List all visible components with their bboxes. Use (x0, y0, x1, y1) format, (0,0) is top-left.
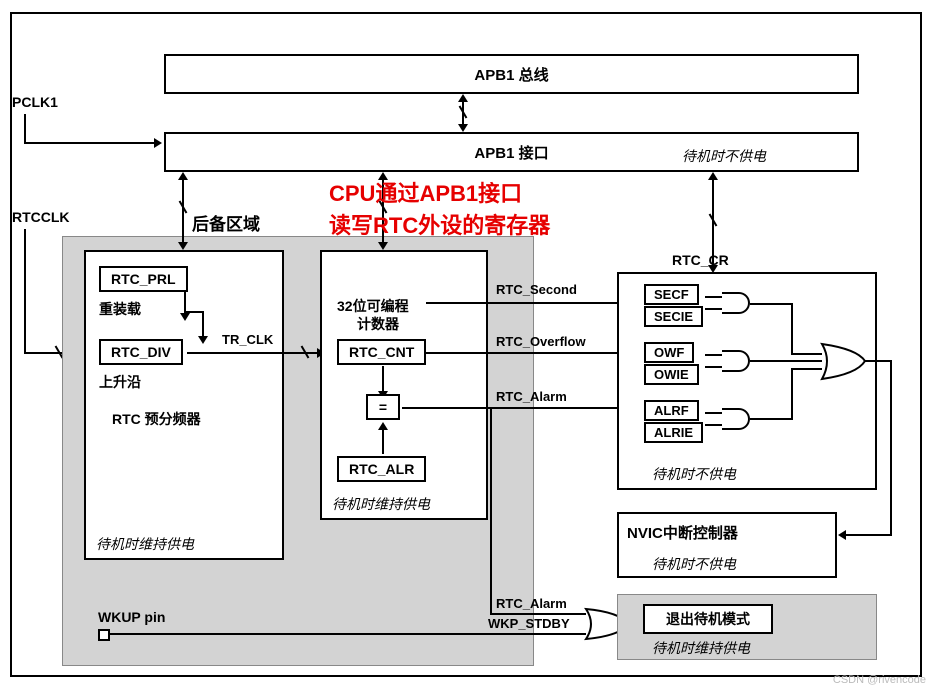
apb1-bus-block: APB1 总线 (164, 54, 859, 94)
counter-t1: 32位可编程 (337, 296, 409, 316)
alarm-label-2: RTC_Alarm (496, 596, 567, 611)
alarm-to-or (490, 613, 586, 615)
trclk-line (187, 352, 317, 354)
wkup-line (110, 633, 586, 635)
pclk1-label: PCLK1 (12, 94, 58, 110)
diagram-frame: APB1 总线 PCLK1 APB1 接口 待机时不供电 RTCCLK 后备区域… (10, 12, 922, 677)
red-annotation-1: CPU通过APB1接口 (329, 176, 522, 208)
pclk1-vline (24, 114, 26, 144)
alarm-line (402, 407, 636, 409)
and-gate-2 (722, 350, 750, 372)
rtc-div-box: RTC_DIV (99, 339, 183, 365)
alrf-box: ALRF (644, 400, 699, 421)
and-gate-1 (722, 292, 750, 314)
power-on-3: 待机时维持供电 (652, 638, 750, 658)
prl-arrow (184, 292, 186, 313)
alr-eq-line (382, 430, 384, 454)
rtc-prl-box: RTC_PRL (99, 266, 188, 292)
wkp-stdby-label: WKP_STDBY (488, 616, 570, 631)
power-on-2: 待机时维持供电 (332, 494, 430, 514)
overflow-line (426, 352, 636, 354)
eq-box: = (366, 394, 400, 420)
sig-alarm: RTC_Alarm (496, 389, 567, 404)
second-line (426, 302, 636, 304)
secf-box: SECF (644, 284, 699, 305)
owie-box: OWIE (644, 364, 699, 385)
power-off-3: 待机时不供电 (652, 554, 736, 574)
trclk-label: TR_CLK (222, 332, 273, 347)
nvic-label: NVIC中断控制器 (627, 522, 738, 543)
or-down (890, 361, 892, 536)
wkup-label: WKUP pin (98, 609, 165, 625)
sig-second: RTC_Second (496, 282, 577, 297)
rising-label: 上升沿 (99, 372, 141, 392)
reload-label: 重装载 (99, 299, 141, 319)
apb1-bus-label: APB1 总线 (474, 64, 548, 85)
rtc-alr-box: RTC_ALR (337, 456, 426, 482)
apb1-if-label: APB1 接口 (474, 142, 548, 163)
wkup-square (98, 629, 110, 641)
secie-box: SECIE (644, 306, 703, 327)
counter-t2: 计数器 (357, 314, 399, 334)
rtc-cnt-box: RTC_CNT (337, 339, 426, 365)
red-annotation-2: 读写RTC外设的寄存器 (329, 208, 550, 240)
power-on-1: 待机时维持供电 (96, 534, 194, 554)
prescaler-title: RTC 预分频器 (112, 409, 201, 429)
to-nvic (846, 534, 892, 536)
power-off-1: 待机时不供电 (682, 146, 766, 166)
alrie-box: ALRIE (644, 422, 703, 443)
and-gate-3 (722, 408, 750, 430)
rtc-cr-title: RTC_CR (672, 252, 729, 268)
prl-v2 (202, 311, 204, 336)
pclk1-hline (24, 142, 154, 144)
alarm-down (490, 407, 492, 615)
sig-overflow: RTC_Overflow (496, 334, 586, 349)
cnt-eq-line (382, 366, 384, 391)
or-gate-svg (747, 299, 897, 429)
owf-box: OWF (644, 342, 694, 363)
rtcclk-vline (24, 229, 26, 354)
exit-block: 退出待机模式 (643, 604, 773, 634)
backup-label: 后备区域 (192, 210, 260, 235)
watermark: CSDN @rivencode (833, 674, 926, 686)
power-off-2: 待机时不供电 (652, 464, 736, 484)
prl-h (184, 311, 204, 313)
rtcclk-label: RTCCLK (12, 209, 70, 225)
exit-label: 退出待机模式 (666, 609, 750, 629)
